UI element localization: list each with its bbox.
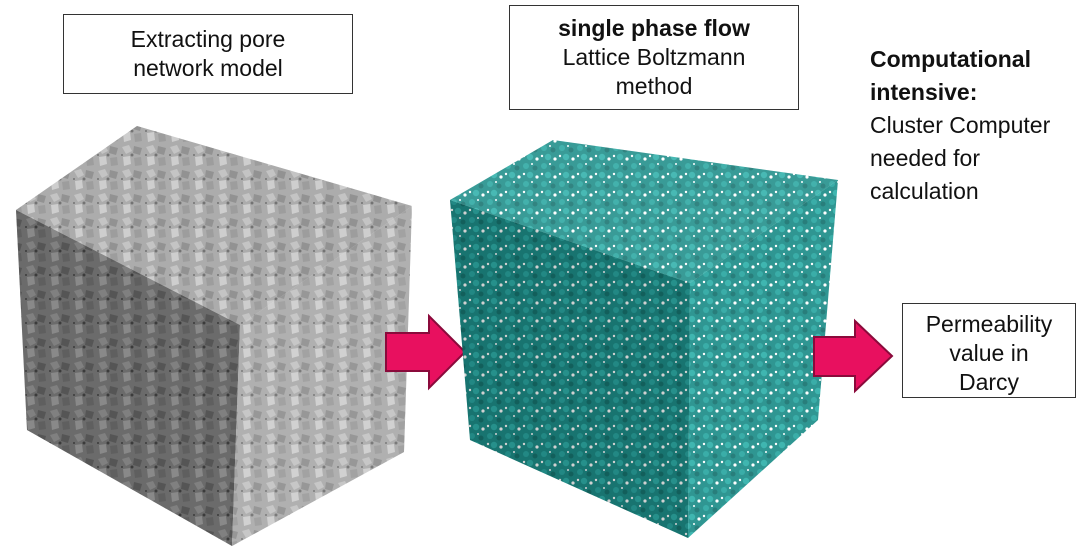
lbm-line-1: Lattice Boltzmann <box>562 44 746 70</box>
note-bold-2: intensive: <box>870 79 978 105</box>
note-bold-1: Computational <box>870 46 1031 72</box>
extract-line-1: Extracting pore <box>130 26 286 52</box>
rock-sample-cube <box>16 126 412 546</box>
pore-cube-right-face <box>688 180 838 538</box>
pore-cube-left-face <box>450 200 690 538</box>
note-line-2: needed for <box>870 145 980 171</box>
result-line-2: value in <box>949 340 1029 366</box>
flow-arrow-1 <box>385 313 467 391</box>
lbm-title: single phase flow <box>558 15 750 41</box>
result-line-1: Permeability <box>925 311 1053 337</box>
result-line-3: Darcy <box>958 369 1020 395</box>
flow-arrow-2 <box>813 318 894 394</box>
note-line-1: Cluster Computer <box>870 112 1051 138</box>
rock-cube-left-face <box>16 210 240 546</box>
pore-space-cube <box>450 140 838 538</box>
rock-cube-top-face <box>16 126 412 325</box>
extract-pore-network-box: Extracting pore network model <box>63 14 353 94</box>
note-line-3: calculation <box>870 178 979 204</box>
extract-line-2: network model <box>133 55 283 81</box>
permeability-result-box: Permeability value in Darcy <box>902 303 1076 398</box>
pore-cube-top-face <box>450 140 838 283</box>
computational-note: Computational intensive: Cluster Compute… <box>870 43 1050 208</box>
lattice-boltzmann-box: single phase flow Lattice Boltzmann meth… <box>509 5 799 110</box>
lbm-line-2: method <box>615 73 693 99</box>
rock-cube-right-face <box>232 206 412 546</box>
